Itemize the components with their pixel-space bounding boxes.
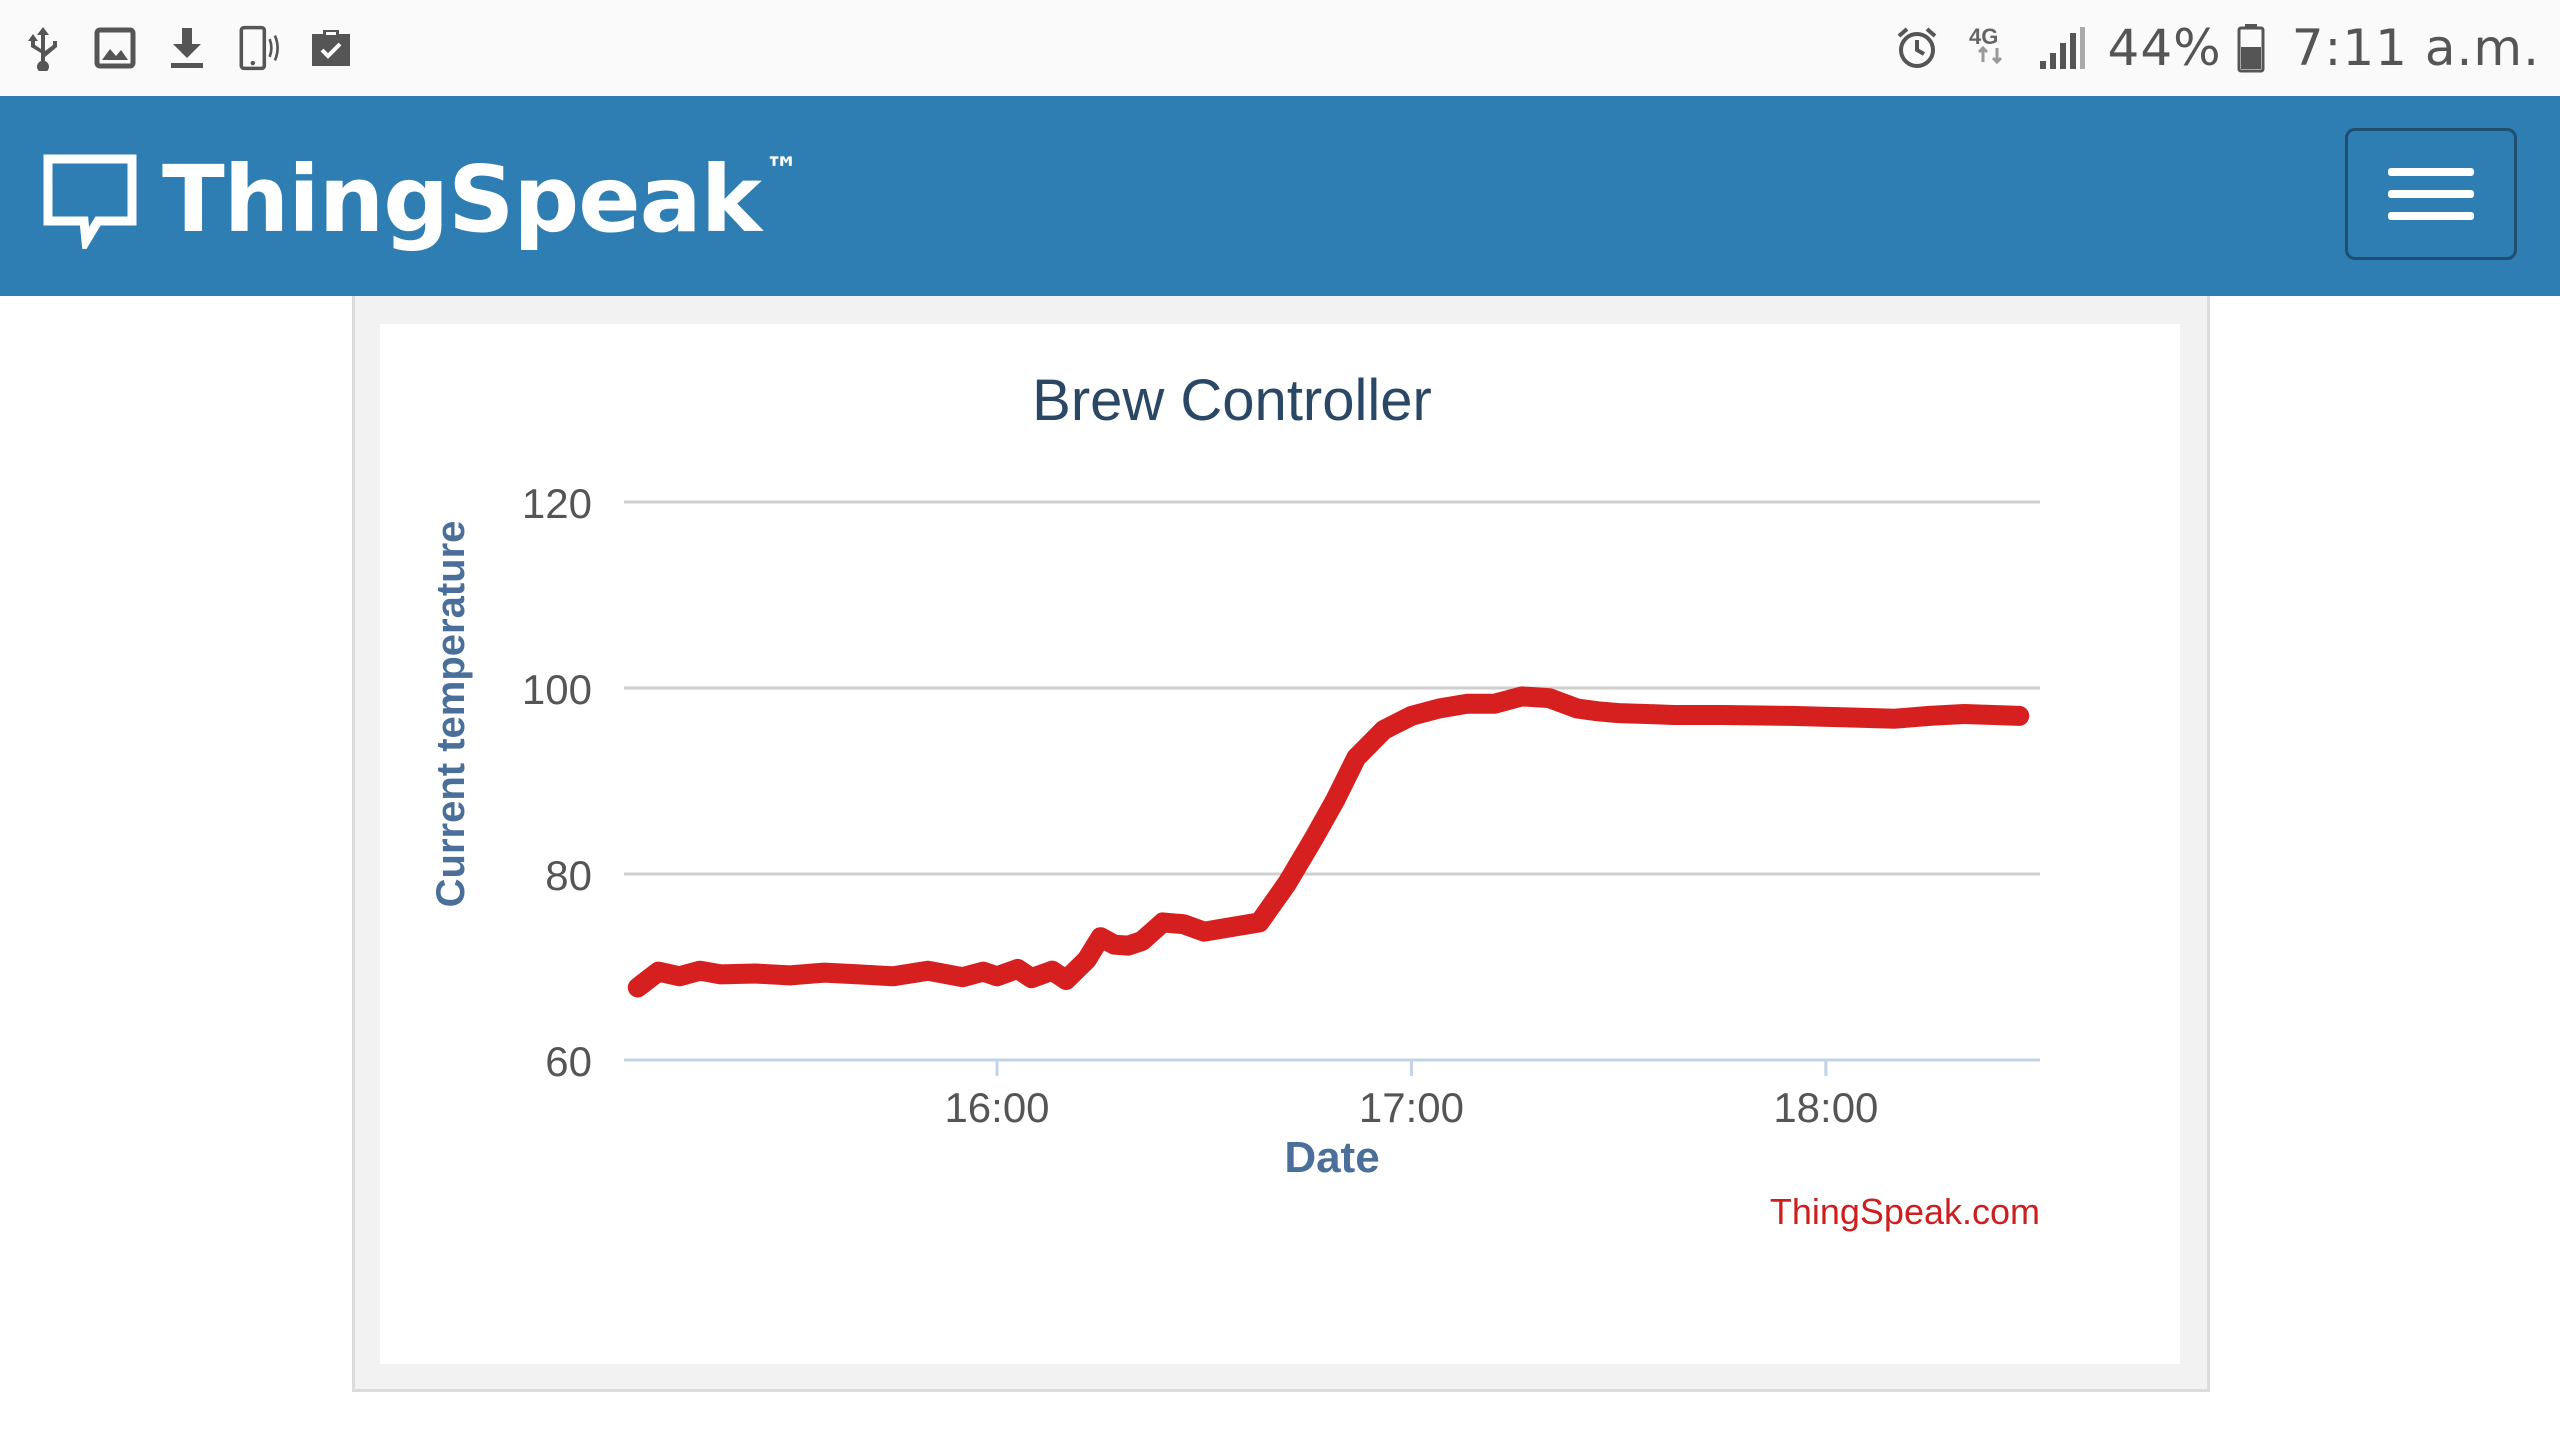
status-bar: 4G 44% 7:11 a.m.: [0, 0, 2560, 96]
y-axis-ticks: 60 80 100 120: [522, 480, 592, 1085]
usb-icon: [20, 25, 66, 71]
data-point: [1955, 705, 1974, 724]
data-point: [1326, 790, 1345, 809]
y-tick-label: 100: [522, 666, 592, 713]
data-point: [1664, 705, 1683, 724]
network-4g-icon: 4G: [1964, 23, 2014, 73]
data-point: [690, 961, 709, 980]
data-point: [1153, 913, 1172, 932]
notification-icons: [20, 0, 380, 96]
data-point: [670, 967, 689, 986]
speech-bubble-icon: [43, 154, 137, 249]
data-point: [1347, 748, 1366, 767]
battery-icon: [2236, 23, 2266, 73]
data-point: [1305, 827, 1324, 846]
data-point: [1374, 720, 1393, 739]
temperature-line-chart: Brew Controller 60 80 100 120 16:00 17:00 18:…: [429, 368, 2040, 1232]
x-tick-label: 17:00: [1359, 1084, 1464, 1131]
data-point: [1250, 913, 1269, 932]
data-point: [987, 967, 1006, 986]
data-point: [1119, 936, 1138, 955]
data-point: [974, 962, 993, 981]
x-axis-ticks: 16:00 17:00 18:00: [944, 1060, 1878, 1131]
chart-series: [627, 686, 2030, 998]
data-point: [628, 978, 647, 997]
data-point: [1402, 706, 1421, 725]
data-point: [1885, 709, 1904, 728]
data-point: [1077, 950, 1096, 969]
data-point: [1485, 694, 1504, 713]
data-point: [1920, 706, 1939, 725]
data-point: [1174, 915, 1193, 934]
data-point: [1457, 694, 1476, 713]
data-point: [1278, 874, 1297, 893]
data-point: [1222, 918, 1241, 937]
data-point: [1043, 961, 1062, 980]
menu-toggle-button[interactable]: [2345, 128, 2517, 260]
chart-credit-link[interactable]: ThingSpeak.com: [1770, 1191, 2040, 1232]
y-tick-label: 80: [545, 852, 592, 899]
y-tick-label: 120: [522, 480, 592, 527]
data-point: [1540, 689, 1559, 708]
data-point: [849, 965, 868, 984]
data-point: [1851, 708, 1870, 727]
y-tick-label: 60: [545, 1038, 592, 1085]
data-point: [1637, 705, 1656, 724]
chart-gridlines: [624, 500, 2040, 1062]
x-tick-label: 18:00: [1773, 1084, 1878, 1131]
data-point: [1022, 969, 1041, 988]
data-point: [1195, 922, 1214, 941]
data-point: [1057, 971, 1076, 990]
data-point: [1430, 699, 1449, 718]
data-point: [884, 967, 903, 986]
brand-trademark: ™: [764, 150, 799, 190]
temperature-series-line: [627, 686, 2030, 998]
data-point: [1568, 699, 1587, 718]
clock-time: 7:11 a.m.: [2291, 19, 2540, 77]
data-point: [1609, 704, 1628, 723]
data-point: [746, 964, 765, 983]
phone-vibrate-icon: [236, 25, 282, 71]
data-point: [815, 963, 834, 982]
data-point: [1782, 706, 1801, 725]
data-point: [1512, 687, 1531, 706]
system-indicators: 4G 44% 7:11 a.m.: [1892, 0, 2540, 96]
top-navbar: ThingSpeak ™: [0, 96, 2560, 296]
data-point: [1588, 702, 1607, 721]
data-point: [2010, 706, 2029, 725]
data-point: [711, 965, 730, 984]
data-point: [1713, 705, 1732, 724]
x-tick-label: 16:00: [944, 1084, 1049, 1131]
data-point: [1008, 959, 1027, 978]
image-icon: [92, 25, 138, 71]
brand-logo-link[interactable]: ThingSpeak ™: [40, 144, 799, 254]
y-axis-label: Current temperature: [429, 521, 473, 908]
chart-title: Brew Controller: [1032, 368, 1432, 433]
signal-strength-icon: [2036, 23, 2086, 73]
data-point: [780, 966, 799, 985]
brand-name: ThingSpeak: [162, 145, 762, 253]
data-point: [1091, 928, 1110, 947]
data-point: [918, 961, 937, 980]
data-point: [953, 968, 972, 987]
network-label: 4G: [1969, 24, 1998, 49]
data-point: [1133, 931, 1152, 950]
alarm-icon: [1892, 23, 1942, 73]
chart-card: Brew Controller 60 80 100 120 16:00 17:00 18:…: [380, 324, 2180, 1364]
download-icon: [164, 25, 210, 71]
data-point: [649, 962, 668, 981]
x-axis-label: Date: [1284, 1133, 1379, 1182]
briefcase-check-icon: [308, 25, 354, 71]
battery-percent: 44%: [2107, 19, 2222, 77]
data-point: [1105, 935, 1124, 954]
